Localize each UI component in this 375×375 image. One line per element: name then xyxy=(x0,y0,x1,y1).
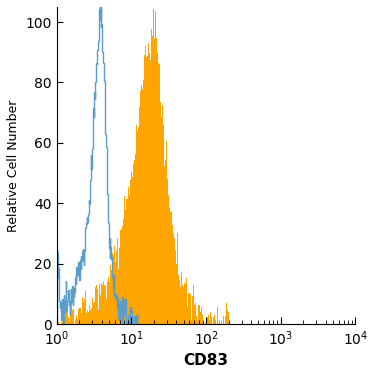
Y-axis label: Relative Cell Number: Relative Cell Number xyxy=(7,99,20,232)
X-axis label: CD83: CD83 xyxy=(183,353,228,368)
